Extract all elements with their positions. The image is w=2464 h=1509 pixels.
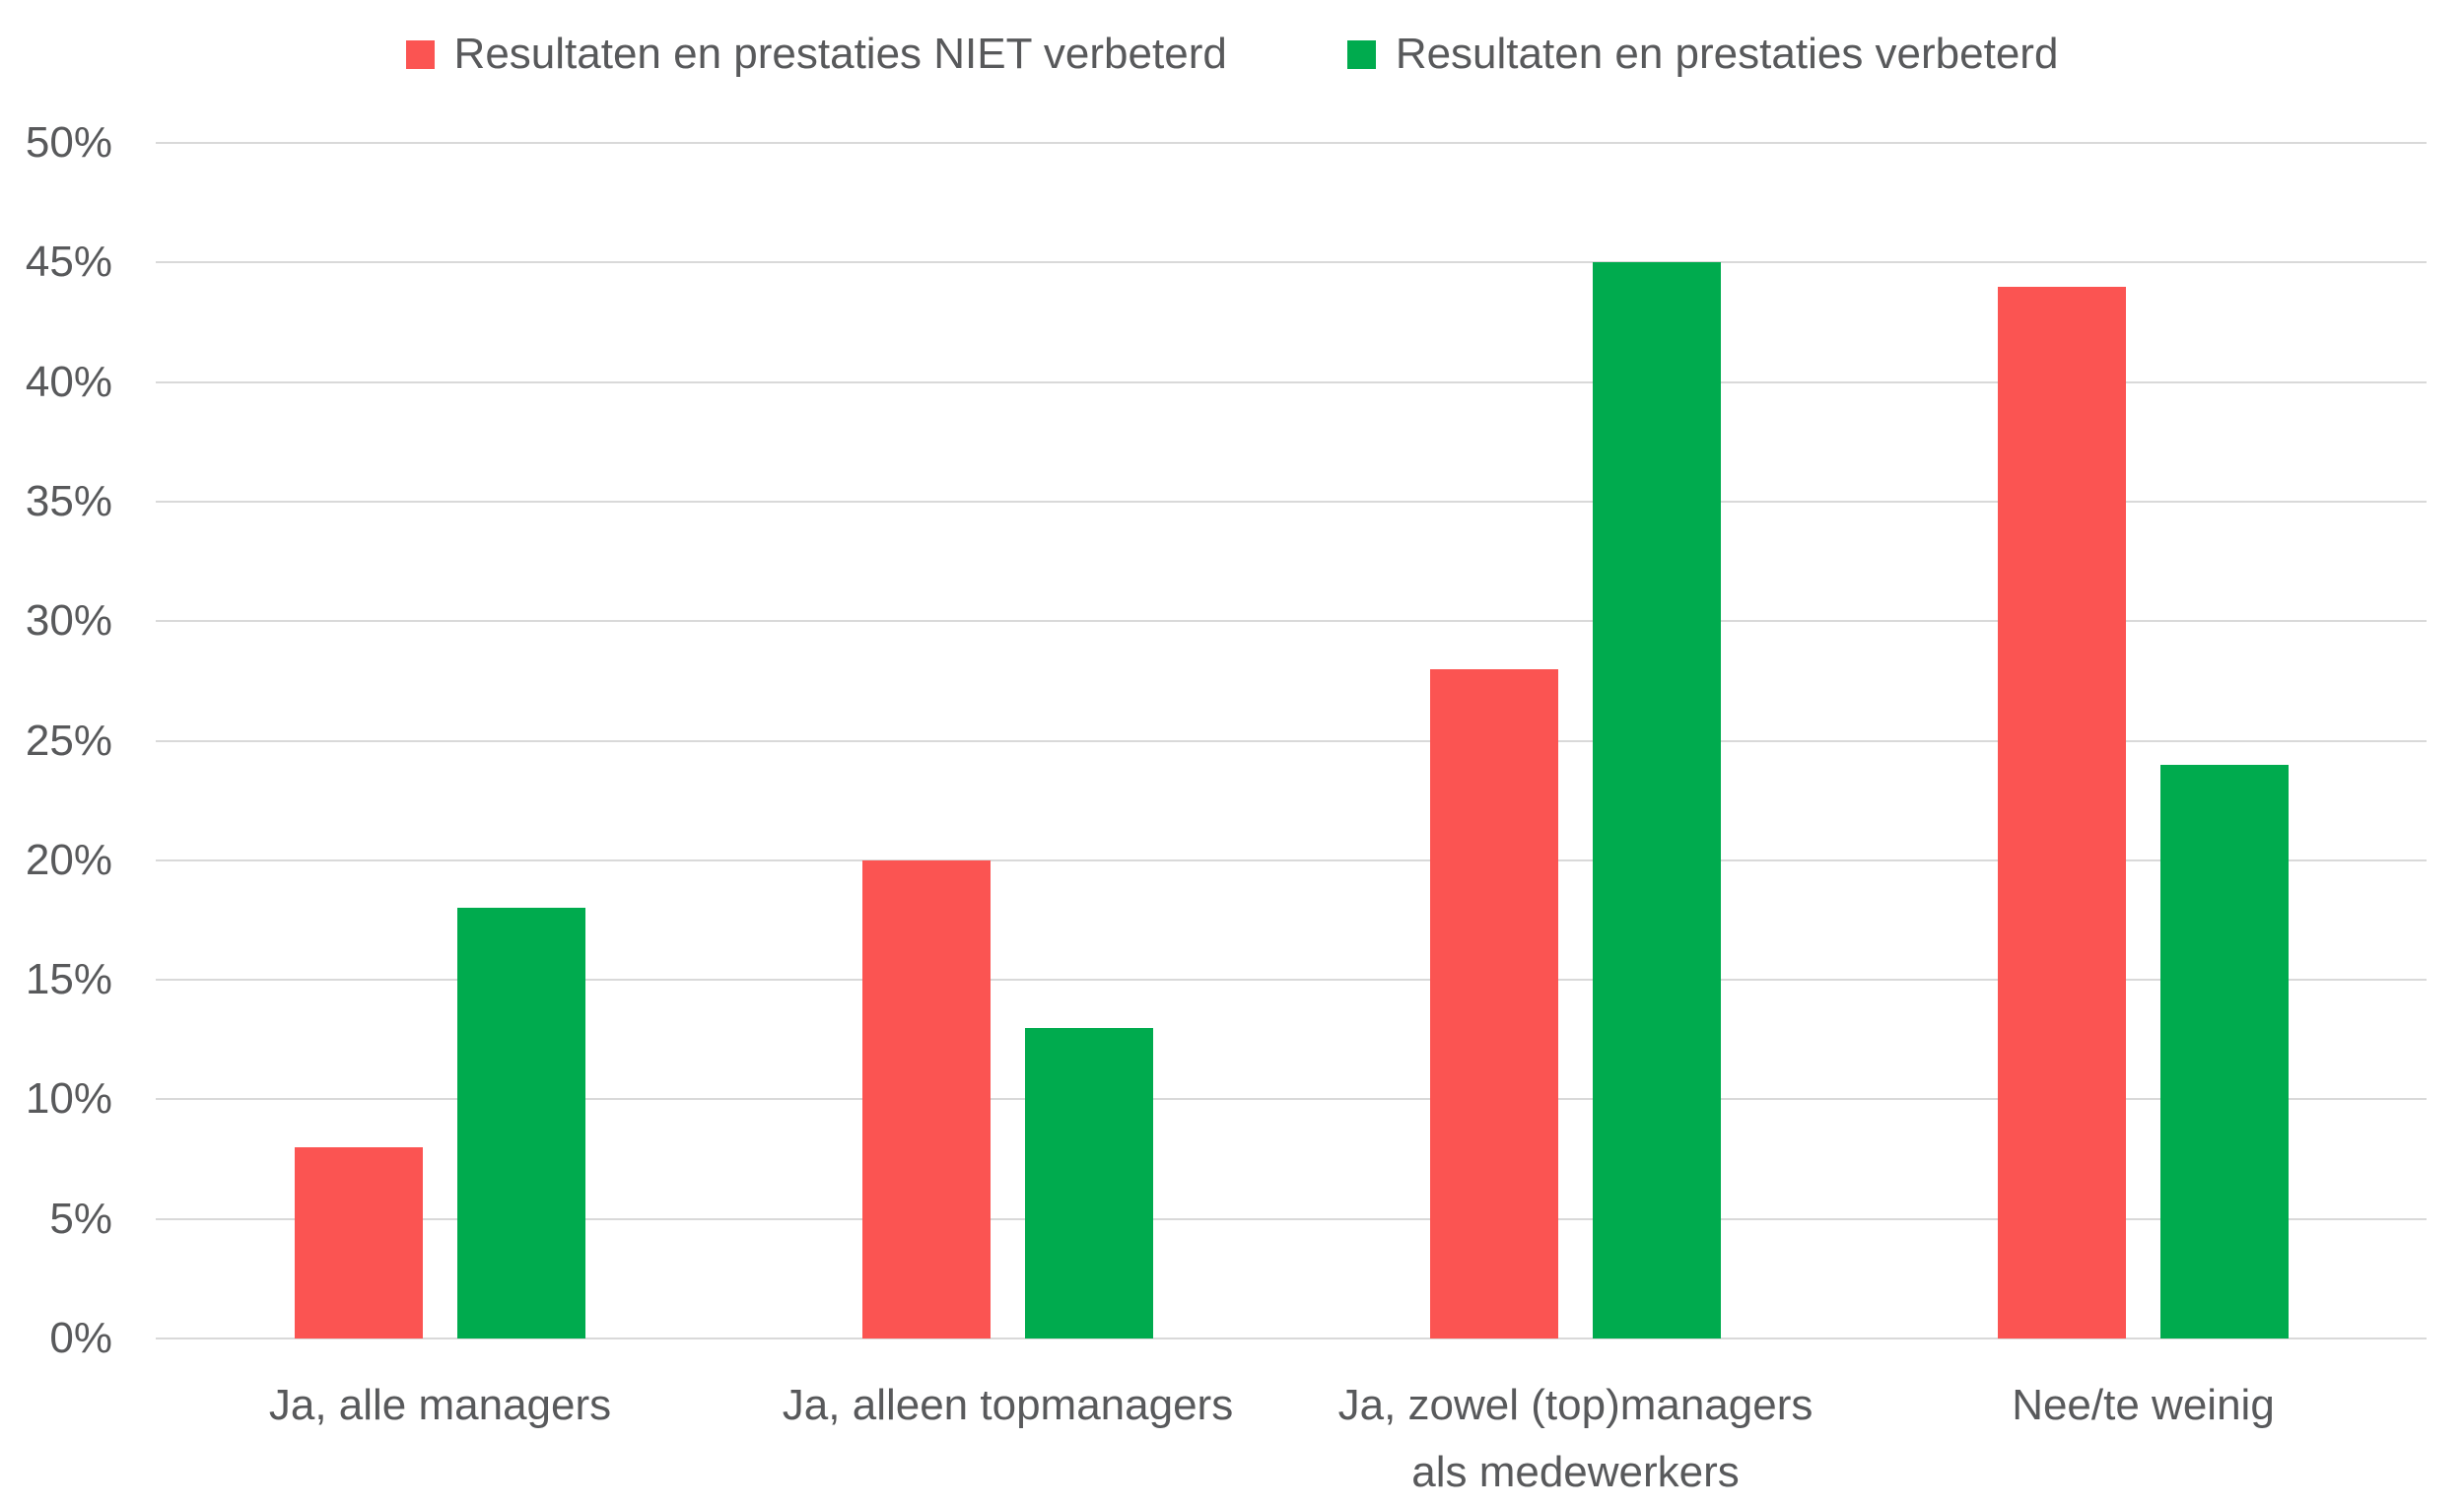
y-tick-label-20: 20%	[25, 836, 112, 884]
bar-verbeterd-group-1	[457, 908, 585, 1338]
bar-verbeterd-group-2	[1025, 1028, 1153, 1338]
bar-niet-verbeterd-group-1	[295, 1147, 423, 1338]
x-category-label-1: Ja, alle managers	[268, 1381, 612, 1429]
gridline-50	[156, 142, 2427, 144]
y-tick-label-15: 15%	[25, 955, 112, 1003]
y-tick-label-50: 50%	[25, 118, 112, 167]
gridline-10	[156, 1098, 2427, 1100]
legend-label-verbeterd: Resultaten en prestaties verbeterd	[1395, 30, 2059, 78]
gridline-25	[156, 740, 2427, 742]
gridline-30	[156, 620, 2427, 622]
gridline-35	[156, 501, 2427, 503]
legend-swatch-red-icon	[405, 39, 435, 69]
bar-verbeterd-group-3	[1593, 262, 1721, 1338]
y-tick-label-45: 45%	[25, 238, 112, 286]
y-tick-label-5: 5%	[49, 1195, 112, 1243]
gridline-5	[156, 1218, 2427, 1220]
bar-niet-verbeterd-group-4	[1998, 287, 2126, 1338]
legend-item-verbeterd: Resultaten en prestaties verbeterd	[1346, 30, 2059, 79]
y-tick-label-0: 0%	[49, 1314, 112, 1362]
y-tick-label-30: 30%	[25, 596, 112, 645]
legend-item-niet-verbeterd: Resultaten en prestaties NIET verbeterd	[405, 30, 1227, 79]
gridline-40	[156, 381, 2427, 383]
x-category-label-2: Ja, alleen topmanagers	[782, 1381, 1234, 1429]
gridline-20	[156, 859, 2427, 861]
y-tick-label-25: 25%	[25, 717, 112, 765]
y-tick-label-40: 40%	[25, 358, 112, 406]
bar-verbeterd-group-4	[2160, 765, 2289, 1338]
legend-label-niet-verbeterd: Resultaten en prestaties NIET verbeterd	[453, 30, 1227, 78]
bar-niet-verbeterd-group-3	[1430, 669, 1558, 1338]
gridline-45	[156, 261, 2427, 263]
legend-swatch-green-icon	[1346, 39, 1376, 69]
bar-niet-verbeterd-group-2	[862, 860, 991, 1338]
y-tick-label-35: 35%	[25, 477, 112, 525]
legend: Resultaten en prestaties NIET verbeterd …	[0, 30, 2464, 79]
x-category-label-4: Nee/te weinig	[2012, 1381, 2275, 1429]
x-axis-baseline	[156, 1338, 2427, 1339]
y-tick-label-10: 10%	[25, 1074, 112, 1123]
gridline-15	[156, 979, 2427, 981]
x-category-label-3: Ja, zowel (top)managers als medewerkers	[1337, 1381, 1814, 1496]
